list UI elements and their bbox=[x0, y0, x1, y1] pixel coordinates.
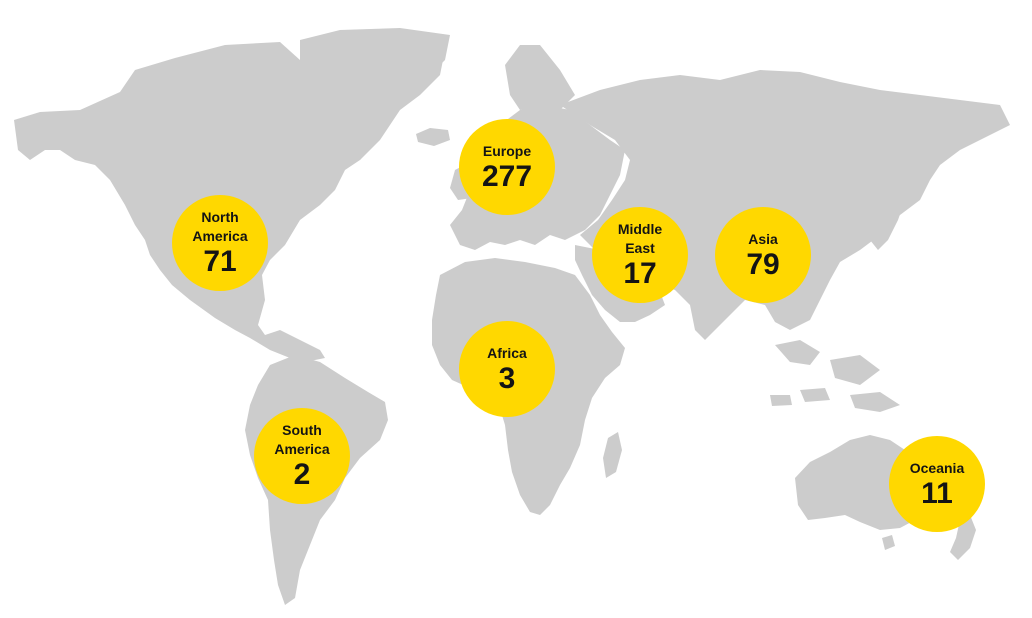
southeast-asia-islands-land bbox=[770, 340, 900, 412]
iceland-land bbox=[416, 128, 450, 146]
region-name: Africa bbox=[487, 344, 527, 361]
region-marker-oceania[interactable]: Oceania 11 bbox=[889, 436, 985, 532]
region-name: South America bbox=[274, 422, 330, 457]
region-marker-africa[interactable]: Africa 3 bbox=[459, 321, 555, 417]
region-marker-europe[interactable]: Europe 277 bbox=[459, 119, 555, 215]
region-name: Asia bbox=[748, 230, 778, 247]
region-count: 71 bbox=[203, 245, 237, 278]
region-name: Middle East bbox=[617, 221, 663, 256]
region-marker-south-america[interactable]: South America 2 bbox=[254, 408, 350, 504]
region-count: 11 bbox=[921, 476, 953, 510]
region-count: 79 bbox=[746, 247, 780, 281]
new-zealand-land bbox=[950, 515, 976, 560]
arctic-islands-land bbox=[200, 50, 360, 140]
greenland-land bbox=[300, 28, 450, 160]
region-marker-asia[interactable]: Asia 79 bbox=[715, 207, 811, 303]
region-count: 3 bbox=[498, 361, 516, 395]
madagascar-land bbox=[603, 432, 622, 478]
region-count: 2 bbox=[293, 458, 311, 491]
region-marker-middle-east[interactable]: Middle East 17 bbox=[592, 207, 688, 303]
japan-land bbox=[870, 190, 905, 250]
tasmania-land bbox=[882, 535, 895, 550]
region-name: Europe bbox=[482, 142, 532, 159]
region-count: 17 bbox=[623, 257, 657, 290]
region-marker-north-america[interactable]: North America 71 bbox=[172, 195, 268, 291]
scandinavia-land bbox=[505, 45, 575, 110]
region-name: Oceania bbox=[909, 459, 965, 476]
region-name: North America bbox=[192, 209, 248, 244]
region-count: 277 bbox=[481, 159, 533, 193]
